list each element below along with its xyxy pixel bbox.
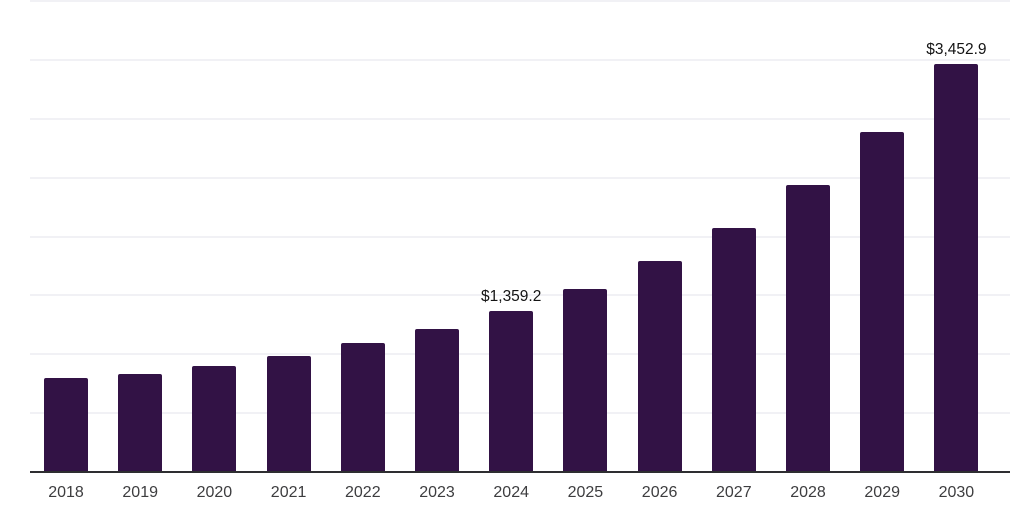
x-axis-label-2029: 2029: [864, 484, 900, 501]
x-axis-label-2028: 2028: [790, 484, 826, 501]
bar-2023: [415, 329, 459, 471]
x-axis-label-2019: 2019: [122, 484, 158, 501]
plot-area: $1,359.2 $3,452.9: [30, 0, 1010, 473]
bar-2018: [44, 378, 88, 471]
x-axis-label-2018: 2018: [48, 484, 84, 501]
data-label-2024: $1,359.2: [481, 288, 542, 305]
x-axis-label-2025: 2025: [567, 484, 604, 501]
bar-2024: [489, 311, 534, 471]
bar-2020: [192, 366, 237, 471]
bar-2028: [786, 184, 830, 471]
bar-2027: [711, 227, 756, 471]
bar-2026: [637, 261, 682, 471]
x-axis-label-2021: 2021: [270, 484, 307, 501]
gridline-2500: [30, 177, 1010, 179]
gridline-1500: [30, 294, 1010, 296]
x-axis-label-2030: 2030: [938, 484, 975, 501]
x-axis: 2018 2019 2020 2021 2022 2023 2024 2025 2026 2027…: [30, 485, 1010, 505]
gridline-2000: [30, 236, 1010, 238]
x-axis-label-2027: 2027: [716, 484, 752, 501]
bar-2025: [563, 289, 608, 471]
x-axis-label-2020: 2020: [196, 484, 233, 501]
gridline-3500: [30, 59, 1010, 61]
gridline-3000: [30, 118, 1010, 120]
x-axis-label-2022: 2022: [345, 484, 381, 501]
bar-2019: [118, 374, 163, 471]
gridline-4000: [30, 0, 1010, 2]
x-axis-label-2024: 2024: [493, 484, 529, 501]
bar-2030: [934, 64, 979, 471]
bar-2029: [860, 131, 905, 471]
x-axis-label-2026: 2026: [641, 484, 678, 501]
x-axis-label-2023: 2023: [419, 484, 455, 501]
data-label-2030: $3,452.9: [926, 41, 987, 59]
bar-2022: [340, 343, 385, 471]
bar-2021: [266, 356, 311, 471]
